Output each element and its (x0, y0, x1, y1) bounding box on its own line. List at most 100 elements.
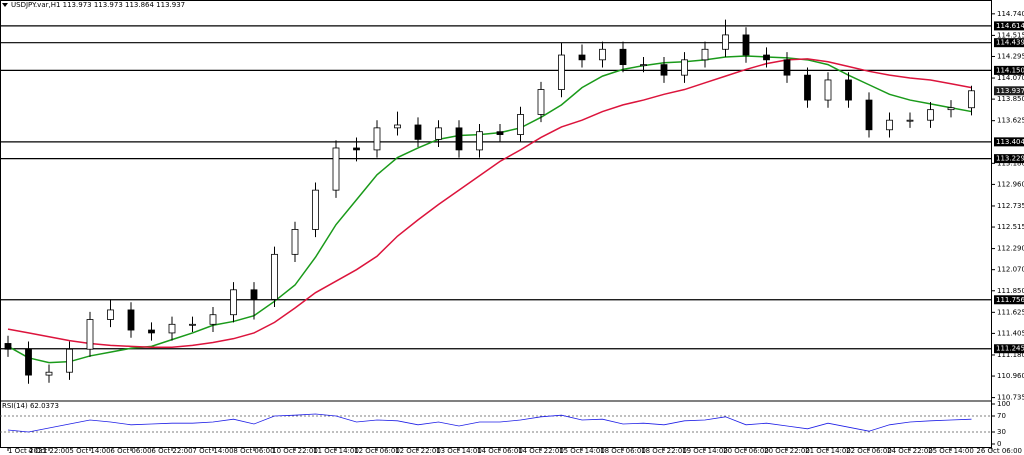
candle-body (660, 64, 668, 76)
candle-body (312, 189, 319, 230)
candle-body (230, 289, 237, 316)
y-tick-label: 112.960 (997, 180, 1024, 188)
candle-body (517, 114, 524, 135)
candle-body (250, 289, 258, 300)
y-tick-label: 110.960 (997, 372, 1024, 380)
candle-body (722, 34, 729, 50)
y-tick-label: 0 (997, 440, 1001, 448)
candle-body (66, 348, 73, 373)
menu-triangle[interactable] (2, 3, 8, 7)
x-tick-label: 10 Oct 22:00 (272, 447, 318, 455)
candle-body (353, 147, 360, 151)
y-tick-label: 111.180 (997, 351, 1024, 359)
y-tick-label: 113.180 (997, 159, 1024, 167)
candle-body (537, 89, 545, 115)
candle-body (496, 131, 504, 135)
x-tick-label: 6 Oct 22:00 (151, 447, 192, 455)
y-tick-label: 113.850 (997, 95, 1024, 103)
level-tag (994, 295, 1024, 305)
level-label: 111.756 (996, 296, 1024, 304)
y-tick-label: 100 (997, 400, 1010, 408)
candle-body (927, 109, 934, 121)
level-tag (994, 38, 1024, 48)
candle-body (968, 90, 975, 109)
y-tick-label: 112.290 (997, 245, 1024, 253)
candle-body (701, 48, 709, 61)
level-tag (994, 137, 1024, 147)
candle-body (291, 229, 299, 255)
x-tick-label: 14 Oct 06:00 (477, 447, 523, 455)
candle-body (373, 127, 381, 151)
plot-frame (0, 0, 992, 448)
candle-body (271, 253, 278, 300)
x-tick-label: 18 Oct 06:00 (600, 447, 646, 455)
candle-body (25, 348, 32, 376)
candle-body (4, 343, 12, 350)
moving-average (7, 58, 972, 349)
candle-body (209, 314, 217, 325)
level-tag (994, 65, 1024, 75)
level-label: 114.150 (996, 66, 1024, 74)
x-tick-label: 12 Oct 22:00 (395, 447, 441, 455)
candle-body (599, 48, 606, 61)
y-tick-label: 30 (997, 428, 1006, 436)
x-tick-label: 6 Oct 06:00 (110, 447, 151, 455)
candle-body (824, 79, 832, 101)
candle-body (127, 309, 135, 331)
x-tick-label: 15 Oct 14:00 (559, 447, 605, 455)
candle-body (435, 127, 442, 140)
y-tick-label: 111.625 (997, 308, 1024, 316)
x-tick-label: 20 Oct 22:00 (764, 447, 810, 455)
chart-title: USDJPY.var,H1 113.973 113.973 113.864 11… (11, 1, 185, 9)
candle-body (845, 79, 852, 101)
level-label: 114.439 (996, 39, 1024, 47)
y-tick-label: 113.625 (997, 117, 1024, 125)
candle-body (455, 127, 463, 151)
candle-body (865, 99, 873, 131)
y-tick-label: 110.735 (997, 394, 1024, 402)
candle-body (763, 54, 770, 61)
y-tick-label: 114.515 (997, 31, 1024, 39)
rsi-title: RSI(14) 62.0373 (2, 402, 59, 410)
candle-body (394, 124, 401, 129)
candle-body (189, 323, 196, 326)
y-tick-label: 114.070 (997, 74, 1024, 82)
candle-body (332, 147, 340, 191)
candle-body (681, 59, 688, 76)
x-tick-label: 22 Oct 06:00 (846, 447, 892, 455)
y-tick-label: 112.735 (997, 202, 1024, 210)
level-label: 113.404 (996, 138, 1024, 146)
y-tick-label: 114.295 (997, 52, 1024, 60)
x-tick-label: 5 Oct 14:00 (69, 447, 110, 455)
x-tick-label: 7 Oct 14:00 (192, 447, 233, 455)
level-tag (994, 154, 1024, 164)
y-tick-label: 111.850 (997, 287, 1024, 295)
x-tick-label: 25 Oct 14:00 (928, 447, 974, 455)
level-label: 114.614 (996, 22, 1024, 30)
y-tick-label: 111.405 (997, 329, 1024, 337)
x-tick-label: 14 Oct 22:00 (518, 447, 564, 455)
level-label: 113.229 (996, 155, 1024, 163)
candle-body (742, 34, 750, 56)
x-tick-label: 20 Oct 06:00 (723, 447, 769, 455)
candle-body (107, 309, 114, 320)
candle-body (619, 48, 627, 66)
candle-body (783, 59, 791, 76)
candle-body (414, 124, 422, 140)
candle-body (86, 319, 94, 350)
candle-body (558, 54, 565, 90)
candle-body (886, 119, 893, 131)
price-tag (994, 86, 1024, 96)
candle-body (804, 74, 811, 101)
candle-body (45, 371, 53, 376)
x-tick-label: 8 Oct 06:00 (233, 447, 274, 455)
rsi-line (7, 413, 972, 433)
level-tag (994, 344, 1024, 354)
candle-body (168, 323, 176, 334)
candle-body (947, 107, 955, 111)
x-tick-label: 18 Oct 22:00 (641, 447, 687, 455)
candle-body (640, 64, 647, 67)
candle-body (906, 119, 914, 122)
candle-body (578, 54, 586, 61)
